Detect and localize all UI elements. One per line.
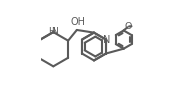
Text: N: N [103,35,110,45]
Text: OH: OH [71,17,86,27]
Text: N: N [51,27,57,36]
Text: H: H [48,27,55,36]
Text: O: O [124,22,132,31]
